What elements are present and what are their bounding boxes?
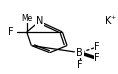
Text: F: F xyxy=(94,53,100,63)
Text: F: F xyxy=(8,27,13,37)
Text: N: N xyxy=(36,16,43,26)
Text: B: B xyxy=(76,48,83,58)
Text: Me: Me xyxy=(21,14,32,23)
Text: K: K xyxy=(105,16,112,26)
Text: +: + xyxy=(110,15,115,20)
Text: F: F xyxy=(77,60,83,71)
Text: F: F xyxy=(94,42,100,52)
